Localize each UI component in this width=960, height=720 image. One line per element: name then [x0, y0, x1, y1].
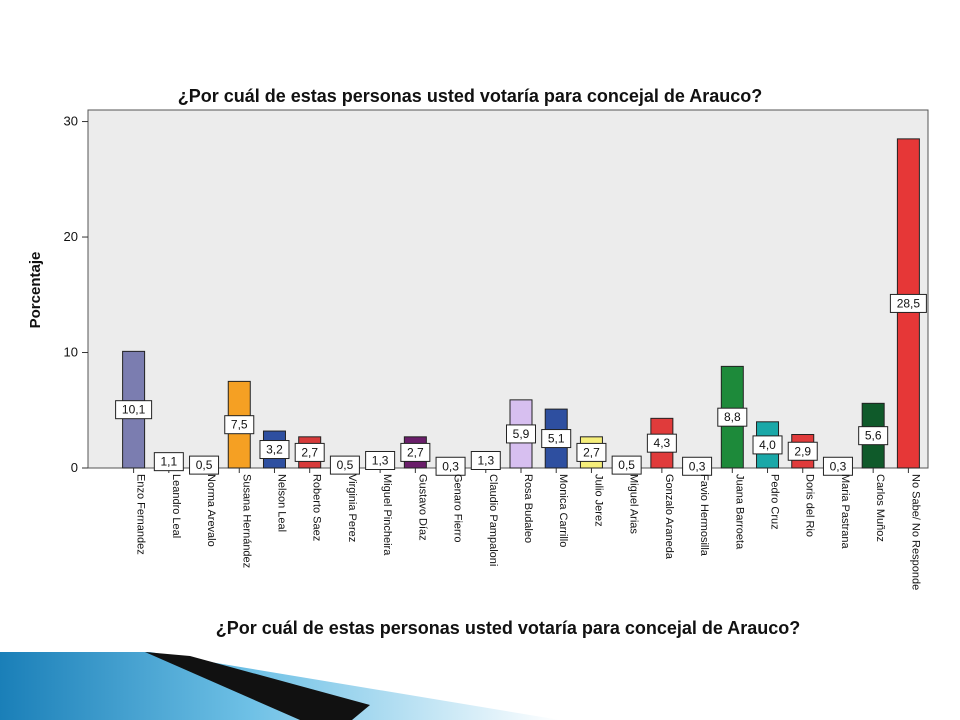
category-label: Juana Barroeta	[733, 474, 745, 550]
data-label: 10,1	[122, 403, 146, 417]
data-label: 4,0	[759, 438, 776, 452]
category-label: Susana Hernández	[240, 474, 252, 568]
chart-title: ¿Por cuál de estas personas usted votarí…	[178, 86, 763, 106]
category-label: Carlos Muñoz	[874, 474, 886, 542]
category-label: Claudio Pampaloni	[487, 474, 499, 566]
data-label-box	[717, 407, 748, 427]
category-label: Miguel Pincheira	[381, 474, 393, 556]
data-label: 8,8	[724, 410, 741, 424]
category-label: Leandro Leal	[170, 474, 182, 538]
data-label-box	[153, 452, 184, 472]
data-label: 5,1	[548, 432, 565, 446]
category-label: Enzo Fernandez	[135, 474, 147, 555]
data-label: 2,9	[794, 444, 811, 458]
data-label: 7,5	[231, 418, 248, 432]
category-label: Gonzalo Araneda	[663, 474, 675, 560]
data-label-box	[506, 424, 536, 444]
data-label: 5,9	[513, 427, 530, 441]
data-label-box	[576, 442, 607, 462]
category-label: No Sabe/ No Responde	[909, 474, 921, 590]
data-label-box	[259, 440, 290, 460]
category-label: Miguel Arias	[628, 474, 640, 534]
category-label: Gustavo Díaz	[416, 474, 428, 541]
data-label-box	[115, 400, 153, 420]
data-label-box	[858, 426, 889, 446]
x-axis-title: ¿Por cuál de estas personas usted votarí…	[216, 618, 801, 638]
category-label: Genaro Fierro	[452, 474, 464, 542]
data-label-box	[541, 429, 572, 449]
category-label: Monica Carrillo	[557, 474, 569, 547]
accent-ribbon-black	[145, 652, 370, 720]
data-label-box	[435, 456, 466, 476]
data-label: 1,3	[372, 453, 389, 467]
data-label: 2,7	[407, 445, 424, 459]
y-axis-label: Porcentaje	[27, 252, 44, 329]
y-tick-label: 20	[64, 229, 78, 244]
category-label: Favio Hermosilla	[698, 474, 710, 557]
data-label-box	[611, 455, 642, 475]
data-label: 0,3	[442, 459, 459, 473]
data-label: 28,5	[897, 296, 921, 310]
data-label-box	[889, 293, 927, 313]
data-label-box	[470, 450, 501, 470]
data-label: 0,5	[337, 458, 354, 472]
data-label: 2,7	[583, 445, 600, 459]
data-label: 2,7	[301, 445, 318, 459]
data-label: 5,6	[865, 429, 882, 443]
data-label: 0,3	[689, 459, 706, 473]
data-label: 4,3	[654, 436, 671, 450]
data-label-box	[365, 450, 396, 470]
category-label: Maria Pastrana	[839, 474, 851, 549]
data-label-box	[189, 455, 220, 475]
plot-area	[87, 109, 929, 469]
y-tick-label: 30	[64, 114, 78, 129]
category-label: Roberto Saez	[311, 474, 323, 541]
data-label-box	[787, 441, 818, 461]
data-label: 1,1	[160, 455, 177, 469]
data-label-box	[329, 455, 360, 475]
data-label-box	[400, 442, 431, 462]
category-label: Julio Jerez	[592, 474, 604, 527]
data-label: 0,3	[830, 459, 847, 473]
data-label-box	[294, 442, 325, 462]
category-label: Rosa Budaleo	[522, 474, 534, 543]
data-label: 1,3	[477, 453, 494, 467]
category-label: Doris del Rio	[804, 474, 816, 537]
category-label: Norma Arevalo	[205, 474, 217, 547]
y-tick-label: 10	[64, 345, 78, 360]
data-label: 3,2	[266, 443, 283, 457]
data-label-box	[224, 415, 255, 435]
category-label: Virginia Perez	[346, 474, 358, 542]
y-tick-label: 0	[71, 460, 78, 475]
data-label: 0,5	[618, 458, 635, 472]
data-label-box	[682, 456, 713, 476]
data-label-box	[646, 433, 677, 453]
category-label: Nelson Leal	[275, 474, 287, 532]
category-label: Pedro Cruz	[769, 474, 781, 530]
data-label-box	[752, 435, 783, 455]
data-label: 0,5	[196, 458, 213, 472]
data-label-box	[822, 456, 853, 476]
